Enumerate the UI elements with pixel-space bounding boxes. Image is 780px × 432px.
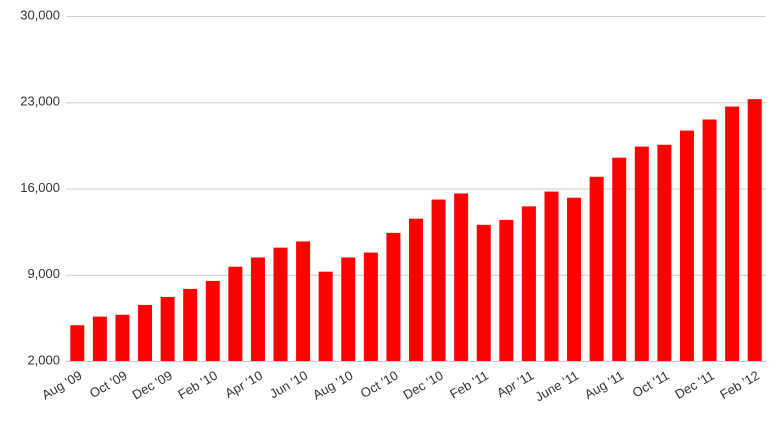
bar [612, 157, 627, 361]
y-tick-label: 9,000 [27, 266, 60, 281]
y-tick-label: 16,000 [20, 180, 60, 195]
bar [160, 296, 175, 361]
bar [273, 247, 288, 361]
y-tick-label: 2,000 [27, 352, 60, 367]
x-tick-label: June '11 [532, 368, 581, 405]
bar [544, 191, 559, 361]
bar [657, 144, 672, 361]
x-tick-label: Dec '10 [400, 368, 445, 403]
bar [499, 219, 514, 361]
bar [567, 197, 582, 361]
bar [363, 252, 378, 361]
bar [296, 241, 311, 361]
x-tick-label: Apr '11 [494, 368, 536, 401]
bar [138, 304, 153, 361]
bar [702, 119, 717, 361]
bar [679, 130, 694, 361]
bar [228, 266, 243, 361]
x-tick-label: Aug '11 [582, 368, 627, 402]
bar [634, 146, 649, 361]
bar [318, 271, 333, 361]
bar [205, 280, 220, 361]
bar [589, 176, 604, 361]
x-tick-label: Oct '11 [630, 368, 672, 401]
bar [250, 257, 265, 361]
bar [747, 99, 762, 361]
bar [70, 325, 85, 361]
x-tick-label: Aug '10 [310, 368, 355, 403]
y-tick-label: 30,000 [20, 7, 60, 22]
x-tick-label: Oct '09 [87, 368, 130, 401]
x-tick-label: Feb '10 [175, 368, 220, 402]
bar [454, 193, 469, 361]
x-tick-label: Apr '10 [222, 368, 265, 401]
x-tick-label: Oct '10 [358, 368, 401, 401]
bar [725, 106, 740, 361]
x-tick-label: Feb '12 [717, 368, 762, 402]
bar [386, 232, 401, 361]
bar [431, 199, 446, 361]
y-tick-label: 23,000 [20, 94, 60, 109]
bar [183, 288, 198, 361]
x-tick-label: Feb '11 [447, 368, 491, 402]
x-tick-label: Jun '10 [267, 368, 310, 402]
x-tick-label: Dec '11 [672, 368, 716, 402]
x-tick-label: Aug '09 [39, 368, 84, 403]
x-tick-label: Dec '09 [130, 368, 175, 403]
bar [409, 218, 423, 361]
bar [476, 224, 491, 361]
bar [341, 257, 356, 361]
bar [92, 316, 107, 361]
bar [521, 206, 536, 361]
bar [115, 314, 130, 361]
